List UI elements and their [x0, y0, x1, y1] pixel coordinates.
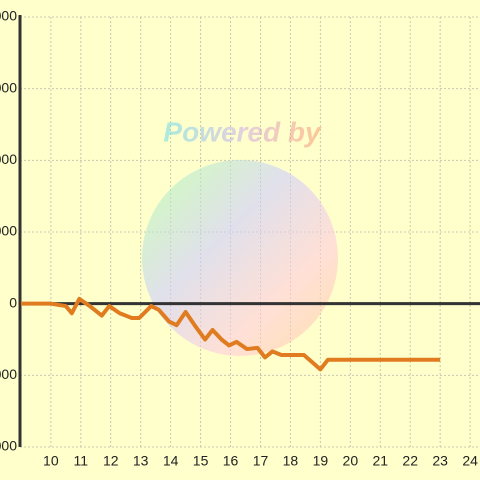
- x-tick-label: 19: [313, 453, 329, 469]
- y-tick-label: 0: [9, 294, 17, 310]
- x-tick-label: 24: [462, 453, 478, 469]
- x-tick-label: 14: [163, 453, 179, 469]
- y-tick-label: -3,000: [0, 366, 17, 382]
- y-tick-label: 6,000: [0, 151, 17, 167]
- x-tick-label: 23: [432, 453, 448, 469]
- x-tick-label: 12: [103, 453, 119, 469]
- x-tick-label: 21: [372, 453, 388, 469]
- x-tick-label: 10: [43, 453, 59, 469]
- x-tick-label: 18: [283, 453, 299, 469]
- watermark: Powered by: [163, 116, 322, 147]
- x-tick-label: 17: [253, 453, 269, 469]
- y-tick-label: 3,000: [0, 223, 17, 239]
- x-tick-label: 11: [74, 453, 89, 469]
- x-tick-label: 16: [223, 453, 239, 469]
- x-tick-label: 13: [133, 453, 149, 469]
- x-tick-label: 20: [343, 453, 359, 469]
- watermark-logo: [142, 160, 338, 356]
- y-tick-label: 9,000: [0, 79, 17, 95]
- y-tick-label: -6,000: [0, 438, 17, 454]
- x-tick-label: 15: [193, 453, 209, 469]
- data-line: [20, 296, 441, 372]
- x-tick-label: 22: [402, 453, 418, 469]
- y-tick-label: 12,000: [0, 8, 17, 24]
